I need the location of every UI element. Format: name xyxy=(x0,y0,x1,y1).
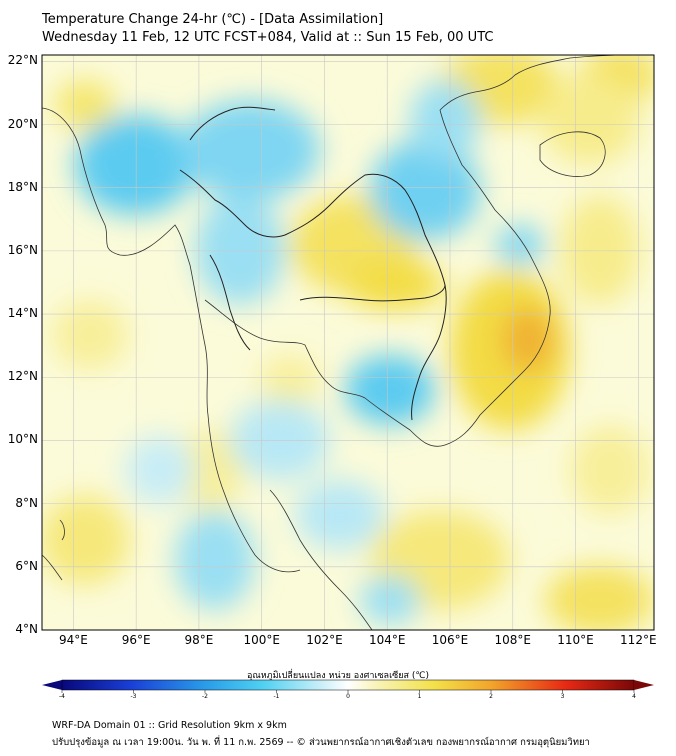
colorbar-tick-label: -4 xyxy=(59,693,65,700)
temperature-change-map xyxy=(41,54,655,631)
lat-label: 4°N xyxy=(15,622,38,636)
colorbar-tick-label: 3 xyxy=(560,693,565,700)
lat-label: 12°N xyxy=(7,369,38,384)
map-subtitle: Wednesday 11 Feb, 12 UTC FCST+084, Valid… xyxy=(42,30,494,45)
lon-label: 108°E xyxy=(494,633,532,647)
colorbar-tick-label: -3 xyxy=(130,693,137,700)
colorbar-tick-label: 1 xyxy=(417,693,422,700)
lat-label: 14°N xyxy=(7,306,38,321)
colorbar-label: อุณหภูมิเปลี่ยนแปลง หน่วย องศาเซลเซียส (… xyxy=(246,671,430,681)
coastlines xyxy=(42,55,631,630)
temperature-field xyxy=(42,55,654,630)
colorbar-tick-label: -1 xyxy=(273,693,280,700)
lon-label: 94°E xyxy=(58,633,88,647)
lon-label: 106°E xyxy=(431,633,469,647)
lat-label: 22°N xyxy=(7,53,38,68)
colorbar-min-extend xyxy=(42,680,62,690)
lon-label: 112°E xyxy=(620,633,657,647)
lon-label: 104°E xyxy=(368,633,406,647)
footer-model-info: WRF-DA Domain 01 :: Grid Resolution 9km … xyxy=(52,720,287,731)
colorbar-max-extend xyxy=(634,680,654,690)
footer-credit: ปรับปรุงข้อมูล ณ เวลา 19:00น. วัน พ. ที่… xyxy=(52,737,590,748)
lat-label: 8°N xyxy=(15,495,38,510)
lat-label: 6°N xyxy=(15,558,38,573)
lon-label: 102°E xyxy=(306,633,343,647)
lon-label: 110°E xyxy=(557,633,594,647)
country-borders xyxy=(179,106,447,421)
lon-label: 98°E xyxy=(184,633,214,647)
colorbar-gradient xyxy=(61,679,635,691)
colorbar-tick-label: -2 xyxy=(202,693,208,700)
colorbar xyxy=(42,679,654,693)
lon-label: 100°E xyxy=(243,633,280,647)
lat-label: 18°N xyxy=(7,179,38,194)
map-title: Temperature Change 24-hr (℃) - [Data Ass… xyxy=(42,12,384,27)
map-frame xyxy=(41,54,655,631)
colorbar-tick-label: 2 xyxy=(489,693,493,700)
lat-label: 16°N xyxy=(7,242,38,257)
lon-label: 96°E xyxy=(121,633,151,647)
colorbar-tick-label: 0 xyxy=(346,693,350,700)
colorbar-tick-label: 4 xyxy=(632,693,636,700)
map-gridlines xyxy=(42,55,654,630)
lat-label: 20°N xyxy=(7,116,38,131)
lat-label: 10°N xyxy=(7,432,38,447)
